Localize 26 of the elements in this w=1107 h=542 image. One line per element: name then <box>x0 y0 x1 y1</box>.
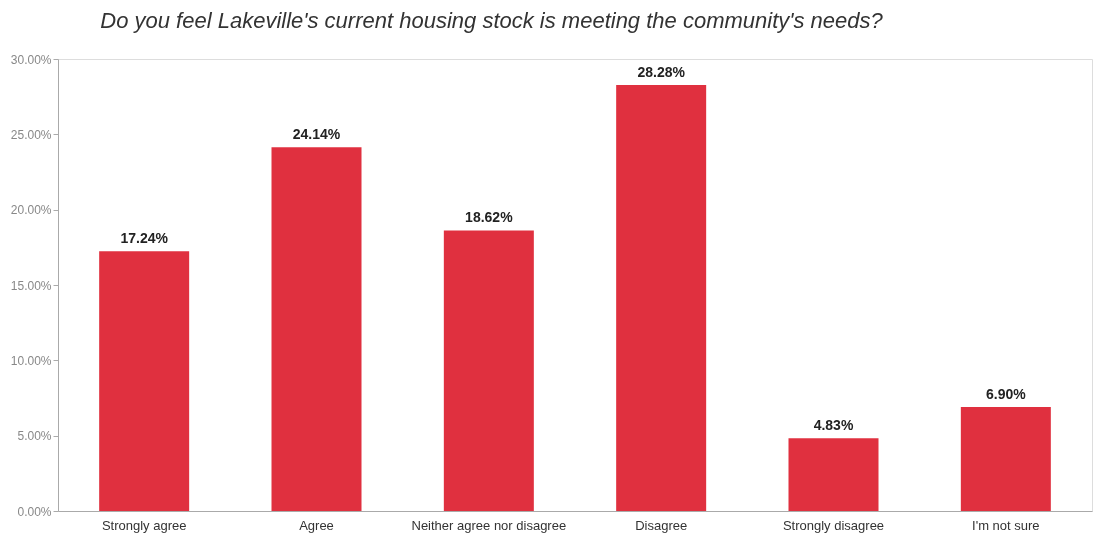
bar <box>788 438 879 511</box>
chart-title: Do you feel Lakeville's current housing stock is meeting the community's needs? <box>100 8 884 33</box>
x-tick-label: Strongly agree <box>101 517 187 533</box>
bar <box>99 251 190 511</box>
x-tick-label: Agree <box>299 517 334 533</box>
x-tick-label: Neither agree nor disagree <box>411 517 567 533</box>
y-tick-label: 5.00% <box>17 429 52 444</box>
y-tick-label: 0.00% <box>17 504 52 519</box>
x-tick-label: Strongly disagree <box>782 517 885 533</box>
bar <box>443 230 534 511</box>
data-label: 4.83% <box>813 417 854 434</box>
data-label: 6.90% <box>985 386 1027 403</box>
y-tick-label: 25.00% <box>10 127 52 142</box>
data-label: 28.28% <box>637 63 686 80</box>
bar <box>960 407 1051 511</box>
data-label: 24.14% <box>292 126 341 143</box>
data-label: 18.62% <box>465 209 514 226</box>
y-tick-label: 30.00% <box>10 52 52 67</box>
x-tick-label: Disagree <box>635 517 688 533</box>
y-tick-label: 10.00% <box>10 353 52 368</box>
bar <box>271 147 362 511</box>
data-label: 17.24% <box>120 230 169 247</box>
bar <box>616 84 707 511</box>
x-tick-label: I'm not sure <box>972 517 1040 533</box>
y-tick-label: 20.00% <box>10 203 52 218</box>
y-tick-label: 15.00% <box>10 278 52 293</box>
